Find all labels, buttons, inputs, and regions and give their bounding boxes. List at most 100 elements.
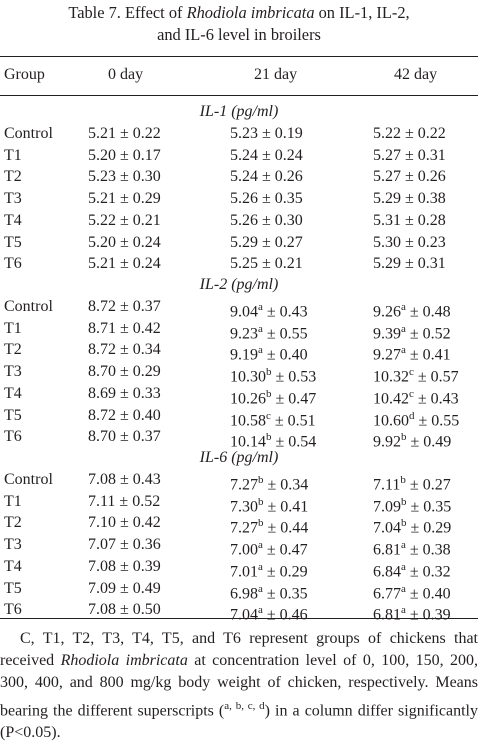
day-42-cell: 7.11b ± 0.27 xyxy=(373,470,451,495)
day-0-cell: 5.20 ± 0.24 xyxy=(88,233,161,253)
cell-sd: ± 0.27 xyxy=(405,476,451,494)
table-row: T1 5.20 ± 0.17 5.24 ± 0.24 5.27 ± 0.31 xyxy=(0,146,478,168)
day-21-cell: 9.04a ± 0.43 xyxy=(230,297,308,322)
cell-value: 5.21 ± 0.29 xyxy=(88,190,161,208)
table-row: T2 8.72 ± 0.34 9.19a ± 0.40 9.27a ± 0.41 xyxy=(0,340,478,365)
cell-superscript: a xyxy=(401,582,406,595)
table-row: T5 8.72 ± 0.40 10.58c ± 0.51 10.60d ± 0.55 xyxy=(0,406,478,429)
cell-value: 8.71 ± 0.42 xyxy=(88,319,161,337)
day-0-cell: 8.72 ± 0.37 xyxy=(88,297,161,317)
day-42-cell: 6.77a ± 0.40 xyxy=(373,579,451,604)
footnote-species: Rhodiola imbricata xyxy=(60,652,188,670)
cell-sd: ± 0.43 xyxy=(413,390,459,408)
day-0-cell: 8.72 ± 0.34 xyxy=(88,340,161,360)
group-cell: T1 xyxy=(4,146,22,166)
day-0-cell: 8.72 ± 0.40 xyxy=(88,406,161,426)
cell-value: Control xyxy=(4,471,53,488)
day-21-cell: 5.24 ± 0.24 xyxy=(230,146,303,166)
caption-line-1: Table 7. Effect of Rhodiola imbricata on… xyxy=(0,2,478,24)
bottom-rule xyxy=(0,618,478,619)
group-cell: T1 xyxy=(4,492,22,512)
section-title: IL-6 (pg/ml) xyxy=(199,449,279,466)
table-row: T5 5.20 ± 0.24 5.29 ± 0.27 5.30 ± 0.23 xyxy=(0,233,478,255)
group-cell: Control xyxy=(4,297,53,317)
cell-superscript: b xyxy=(400,474,406,486)
cell-value: T4 xyxy=(4,384,22,402)
cell-superscript: a xyxy=(258,539,263,552)
cell-sd: ± 0.41 xyxy=(263,498,309,516)
cell-value: 8.70 ± 0.29 xyxy=(88,363,161,381)
cell-superscript: c xyxy=(409,387,414,400)
cell-value: 8.72 ± 0.37 xyxy=(88,298,161,315)
group-cell: T6 xyxy=(4,600,22,620)
group-cell: T2 xyxy=(4,340,22,360)
cell-sd: ± 0.49 xyxy=(406,433,452,451)
cell-value: 7.09 ± 0.49 xyxy=(88,579,161,597)
cell-value: 5.20 ± 0.24 xyxy=(88,233,161,251)
day-42-cell: 5.31 ± 0.28 xyxy=(373,211,446,231)
cell-sd: ± 0.55 xyxy=(262,325,308,343)
day-0-cell: 8.70 ± 0.29 xyxy=(88,362,161,382)
table-footnote: C, T1, T2, T3, T4, T5, and T6 represent … xyxy=(0,628,478,744)
day-21-cell: 10.30b ± 0.53 xyxy=(230,362,316,387)
cell-value: 7.27 xyxy=(230,519,258,537)
day-42-cell: 6.84a ± 0.32 xyxy=(373,557,451,582)
day-21-cell: 10.14b ± 0.54 xyxy=(230,427,316,452)
cell-value: 5.23 ± 0.30 xyxy=(88,168,161,186)
day-42-cell: 6.81a ± 0.38 xyxy=(373,535,451,560)
day-21-cell: 5.25 ± 0.21 xyxy=(230,254,303,274)
group-cell: Control xyxy=(4,470,53,490)
day-21-cell: 9.23a ± 0.55 xyxy=(230,319,308,344)
cell-value: T5 xyxy=(4,579,22,597)
day-0-cell: 7.08 ± 0.43 xyxy=(88,470,161,490)
cell-value: 6.81 xyxy=(373,606,401,624)
footnote-superscripts: a, b, c, d xyxy=(224,699,265,712)
cell-superscript: a xyxy=(258,560,263,573)
cell-value: T1 xyxy=(4,492,22,510)
cell-superscript: b xyxy=(266,431,272,444)
group-cell: T2 xyxy=(4,167,22,187)
day-42-cell: 9.26a ± 0.48 xyxy=(373,297,451,322)
cell-sd: ± 0.51 xyxy=(270,411,316,429)
cell-value: 10.26 xyxy=(230,390,266,408)
cell-sd: ± 0.43 xyxy=(262,303,308,321)
table-row: T6 5.21 ± 0.24 5.25 ± 0.21 5.29 ± 0.31 xyxy=(0,254,478,276)
cell-value: 5.31 ± 0.28 xyxy=(373,211,446,229)
cell-sd: ± 0.47 xyxy=(271,390,317,408)
cell-value: 6.81 xyxy=(373,541,401,559)
cell-value: T4 xyxy=(4,211,22,229)
caption-suffix: on IL-1, IL-2, xyxy=(314,3,410,22)
cell-superscript: a xyxy=(401,604,406,617)
cell-superscript: a xyxy=(258,322,263,335)
group-cell: T4 xyxy=(4,211,22,231)
day-42-cell: 6.81a ± 0.39 xyxy=(373,600,451,625)
header-day-0: 0 day xyxy=(108,66,144,83)
cell-value: T5 xyxy=(4,406,22,424)
table-row: T1 8.71 ± 0.42 9.23a ± 0.55 9.39a ± 0.52 xyxy=(0,319,478,344)
day-21-cell: 10.26b ± 0.47 xyxy=(230,384,316,409)
cell-superscript: d xyxy=(409,409,415,422)
table-row: T2 7.10 ± 0.42 7.27b ± 0.44 7.04b ± 0.29 xyxy=(0,513,478,538)
day-0-cell: 5.20 ± 0.17 xyxy=(88,146,161,166)
cell-superscript: b xyxy=(258,517,264,530)
day-42-cell: 5.27 ± 0.31 xyxy=(373,146,446,166)
cell-value: 7.11 ± 0.52 xyxy=(88,492,161,510)
cell-value: 7.09 xyxy=(373,498,401,516)
day-42-cell: 10.42c ± 0.43 xyxy=(373,384,459,409)
table-row: T6 8.70 ± 0.37 10.14b ± 0.54 9.92b ± 0.49 xyxy=(0,427,478,452)
day-42-cell: 7.04b ± 0.29 xyxy=(373,513,451,538)
day-0-cell: 7.08 ± 0.39 xyxy=(88,557,161,577)
cell-superscript: b xyxy=(258,495,264,508)
day-0-cell: 8.71 ± 0.42 xyxy=(88,319,161,339)
day-42-cell: 9.27a ± 0.41 xyxy=(373,340,451,365)
cell-value: T2 xyxy=(4,514,22,532)
cell-value: 9.92 xyxy=(373,433,401,451)
cell-value: 5.24 ± 0.24 xyxy=(230,146,303,164)
day-21-cell: 5.24 ± 0.26 xyxy=(230,167,303,187)
day-21-cell: 9.19a ± 0.40 xyxy=(230,340,308,365)
cell-sd: ± 0.29 xyxy=(262,563,308,581)
cell-sd: ± 0.55 xyxy=(414,411,460,429)
day-42-cell: 5.30 ± 0.23 xyxy=(373,233,446,253)
cell-value: 5.29 ± 0.38 xyxy=(373,190,446,208)
cell-value: 9.04 xyxy=(230,303,258,321)
